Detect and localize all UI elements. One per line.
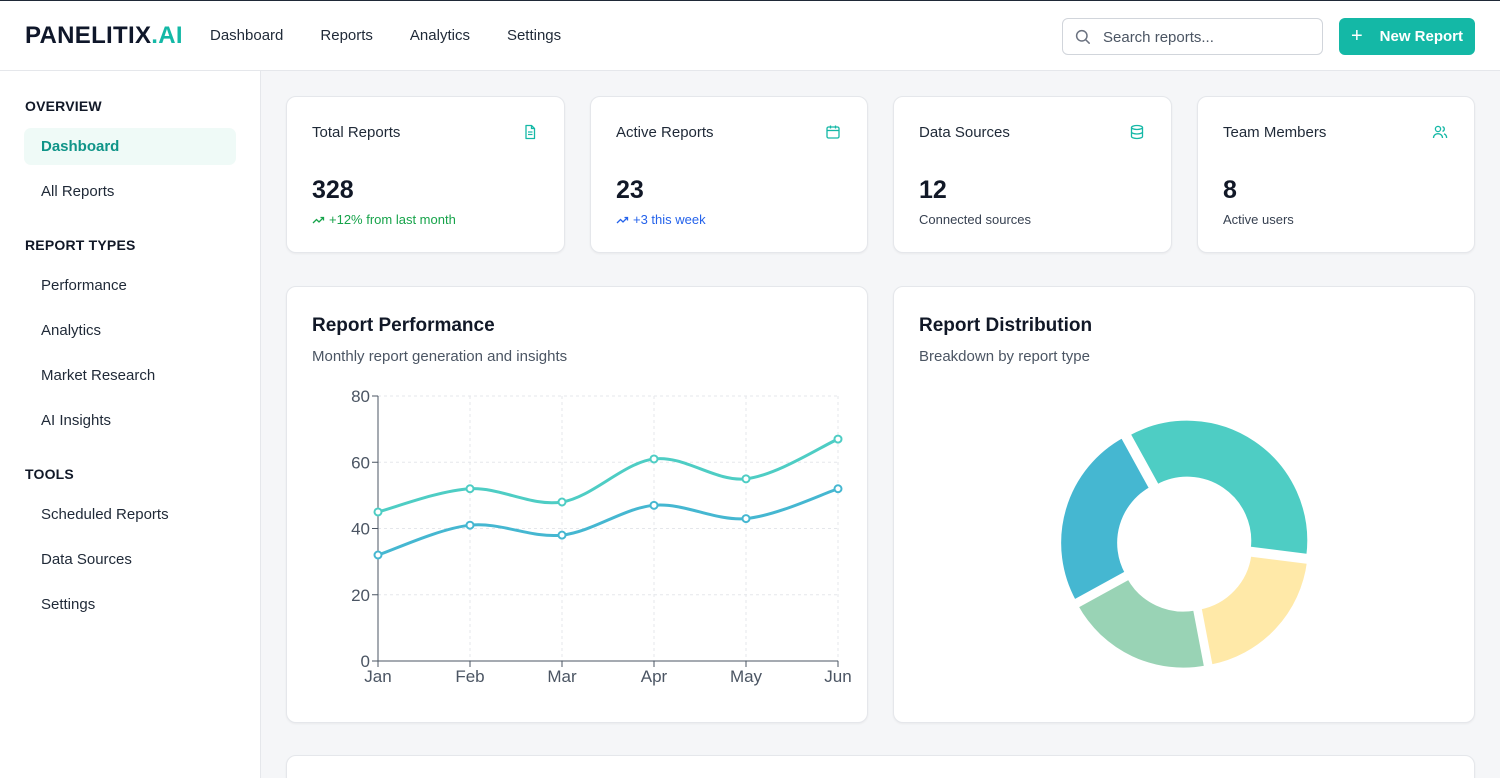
top-header: PANELITIX.AI Dashboard Reports Analytics… <box>0 0 1500 71</box>
stat-sub-text: Connected sources <box>919 212 1032 227</box>
stat-label: Team Members <box>1223 124 1327 141</box>
section-title-overview: OVERVIEW <box>25 98 102 114</box>
x-tick-label: Apr <box>641 667 668 686</box>
x-tick-label: Jun <box>824 667 851 686</box>
stat-sub-text: +12% from last month <box>329 212 456 227</box>
data-point <box>649 500 659 510</box>
trend-up-icon <box>616 216 629 223</box>
topnav-dashboard[interactable]: Dashboard <box>210 27 284 44</box>
x-tick-label: Feb <box>455 667 484 686</box>
section-title-report-types: REPORT TYPES <box>25 237 136 253</box>
data-point <box>373 507 383 517</box>
data-point <box>465 484 475 494</box>
series-line-2 <box>377 487 839 557</box>
data-point <box>373 550 383 560</box>
y-tick-label: 0 <box>361 652 370 671</box>
sidebar-item-data-sources[interactable]: Data Sources <box>41 551 132 568</box>
line-chart: 0 20 40 60 80 Jan Feb Mar Apr May Jun <box>351 387 852 686</box>
data-point <box>649 454 659 464</box>
topnav-settings[interactable]: Settings <box>506 27 562 44</box>
data-point <box>465 520 475 530</box>
x-tick-label: Mar <box>547 667 577 686</box>
series-line-1 <box>377 437 839 514</box>
top-nav: Dashboard Reports Analytics Settings <box>210 27 598 44</box>
y-tick-label: 20 <box>351 586 370 605</box>
data-point <box>557 497 567 507</box>
panel-subtitle: Monthly report generation and insights <box>312 348 568 365</box>
sidebar-item-dashboard[interactable]: Dashboard <box>24 128 236 165</box>
data-point <box>741 474 751 484</box>
search-input[interactable] <box>1103 27 1313 47</box>
stat-trend: +12% from last month <box>312 212 456 227</box>
calendar-icon <box>826 125 840 139</box>
y-tick-label: 80 <box>351 387 370 406</box>
data-point <box>833 484 843 494</box>
y-tick-label: 60 <box>351 453 370 472</box>
sidebar-item-all-reports[interactable]: All Reports <box>41 183 115 200</box>
sidebar: OVERVIEW Dashboard All Reports REPORT TY… <box>0 71 261 778</box>
donut-slice-4 <box>1057 433 1155 605</box>
sidebar-item-market-research[interactable]: Market Research <box>41 367 156 384</box>
app-logo[interactable]: PANELITIX.AI <box>25 22 183 50</box>
topnav-reports[interactable]: Reports <box>320 27 373 44</box>
logo-main-text: PANELITIX <box>25 22 152 49</box>
plus-icon: + <box>1350 24 1363 47</box>
bottom-panel <box>286 755 1475 778</box>
sidebar-item-analytics[interactable]: Analytics <box>41 322 102 339</box>
topnav-analytics[interactable]: Analytics <box>409 27 470 44</box>
stat-value: 23 <box>616 176 644 204</box>
donut-slice-3 <box>1073 574 1209 672</box>
stat-sub-text: +3 this week <box>633 212 706 227</box>
x-tick-label: Jan <box>364 667 391 686</box>
stat-card-total-reports: Total Reports 328 +12% from last month <box>286 96 565 253</box>
stat-label: Active Reports <box>616 124 714 141</box>
file-text-icon <box>525 124 536 140</box>
database-icon <box>1130 124 1144 140</box>
data-point <box>557 530 567 540</box>
new-report-label: New Report <box>1379 28 1464 45</box>
stat-sub-text: Active users <box>1223 212 1294 227</box>
panel-title: Report Performance <box>312 315 495 336</box>
stat-label: Total Reports <box>312 124 401 141</box>
stat-value: 12 <box>919 176 947 204</box>
users-icon <box>1432 125 1448 139</box>
stat-value: 328 <box>312 176 354 204</box>
data-point <box>741 514 751 524</box>
donut-slice-2 <box>1197 552 1312 669</box>
search-icon <box>1075 29 1090 44</box>
sidebar-item-scheduled-reports[interactable]: Scheduled Reports <box>41 506 169 523</box>
new-report-button[interactable]: + New Report <box>1339 18 1475 55</box>
stat-card-active-reports: Active Reports 23 +3 this week <box>590 96 868 253</box>
report-distribution-panel: Report Distribution Breakdown by report … <box>893 286 1475 723</box>
donut-slice-1 <box>1125 416 1312 559</box>
donut-chart <box>1057 416 1312 672</box>
sidebar-item-performance[interactable]: Performance <box>41 277 127 294</box>
stat-label: Data Sources <box>919 124 1010 141</box>
panel-title: Report Distribution <box>919 315 1093 336</box>
x-tick-label: May <box>730 667 763 686</box>
search-box[interactable] <box>1062 18 1323 55</box>
stat-card-team-members: Team Members 8 Active users <box>1197 96 1475 253</box>
stat-card-data-sources: Data Sources 12 Connected sources <box>893 96 1172 253</box>
data-point <box>833 434 843 444</box>
section-title-tools: TOOLS <box>25 466 74 482</box>
trend-up-icon <box>312 216 325 223</box>
sidebar-item-ai-insights[interactable]: AI Insights <box>41 412 112 429</box>
y-tick-label: 40 <box>351 520 370 539</box>
stat-value: 8 <box>1223 176 1237 204</box>
panel-subtitle: Breakdown by report type <box>919 348 1090 365</box>
logo-accent-text: .AI <box>151 22 183 49</box>
sidebar-item-settings[interactable]: Settings <box>41 596 96 613</box>
report-performance-panel: Report Performance Monthly report genera… <box>286 286 868 723</box>
stat-trend: +3 this week <box>616 212 706 227</box>
